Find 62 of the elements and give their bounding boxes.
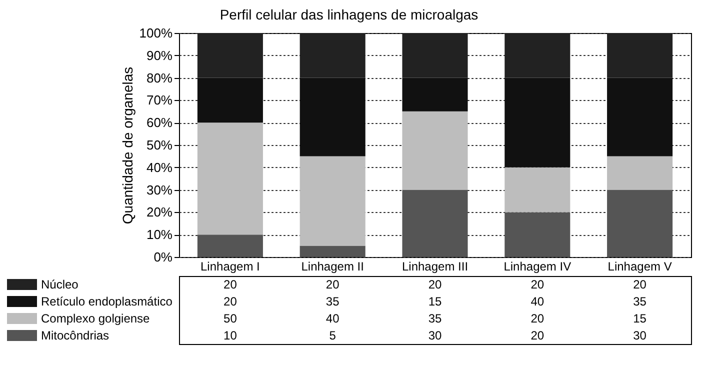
bar [300, 156, 366, 246]
bar [197, 78, 263, 123]
bar [197, 122, 263, 235]
bar [607, 78, 673, 156]
x-tick-label: Linhagem IV [504, 260, 572, 274]
data-label: 20 [224, 278, 238, 292]
bar [300, 33, 366, 78]
y-axis-title: Quantidade de organelas [119, 66, 136, 224]
y-tick-label: 20% [146, 204, 173, 220]
data-label: 20 [326, 278, 340, 292]
bar [504, 78, 570, 168]
data-label: 40 [530, 294, 544, 308]
y-tick-label: 60% [146, 115, 173, 130]
data-label: 15 [428, 294, 442, 308]
chart-title: Perfil celular das linhagens de microalgas [220, 6, 478, 22]
y-tick-label: 100% [139, 26, 173, 40]
data-label: 35 [633, 294, 647, 308]
bar [504, 167, 570, 212]
bar [504, 33, 570, 78]
bar [197, 234, 263, 257]
bar [197, 33, 263, 78]
data-label: 20 [530, 312, 544, 326]
data-label: 30 [633, 328, 647, 342]
y-tick-label: 90% [146, 48, 173, 63]
bar [300, 246, 366, 257]
legend-label: Retículo endoplasmático [41, 294, 173, 308]
bar [607, 33, 673, 78]
data-label: 20 [530, 278, 544, 292]
x-tick-label: Linhagem III [402, 260, 468, 274]
bar [607, 156, 673, 190]
x-tick-label: Linhagem V [608, 260, 672, 274]
data-label: 20 [224, 294, 238, 308]
y-tick-label: 10% [146, 227, 173, 242]
bar [402, 33, 468, 78]
y-tick-label: 70% [146, 92, 173, 108]
data-label: 35 [326, 294, 340, 308]
data-label: 50 [224, 312, 238, 326]
legend-label: Mitocôndrias [41, 328, 110, 342]
data-label: 10 [224, 328, 238, 342]
x-tick-label: Linhagem II [301, 260, 364, 274]
data-label: 20 [428, 278, 442, 292]
bar [402, 111, 468, 190]
bar [607, 190, 673, 257]
data-label: 5 [329, 328, 336, 342]
y-tick-label: 80% [146, 70, 173, 86]
y-tick-label: 0% [154, 250, 173, 264]
y-tick-label: 40% [146, 160, 173, 175]
data-label: 35 [428, 312, 442, 326]
y-tick-label: 30% [146, 182, 173, 198]
legend-label: Núcleo [41, 278, 79, 292]
data-label: 20 [633, 278, 647, 292]
data-label: 20 [530, 328, 544, 342]
data-label: 40 [326, 312, 340, 326]
data-label: 15 [633, 312, 647, 326]
legend-label: Complexo golgiense [41, 312, 150, 326]
data-label: 30 [428, 328, 442, 342]
bar [300, 78, 366, 156]
y-tick-label: 50% [146, 138, 173, 152]
bar [504, 212, 570, 257]
bar [402, 78, 468, 112]
bar [402, 190, 468, 257]
x-tick-label: Linhagem I [200, 260, 260, 274]
